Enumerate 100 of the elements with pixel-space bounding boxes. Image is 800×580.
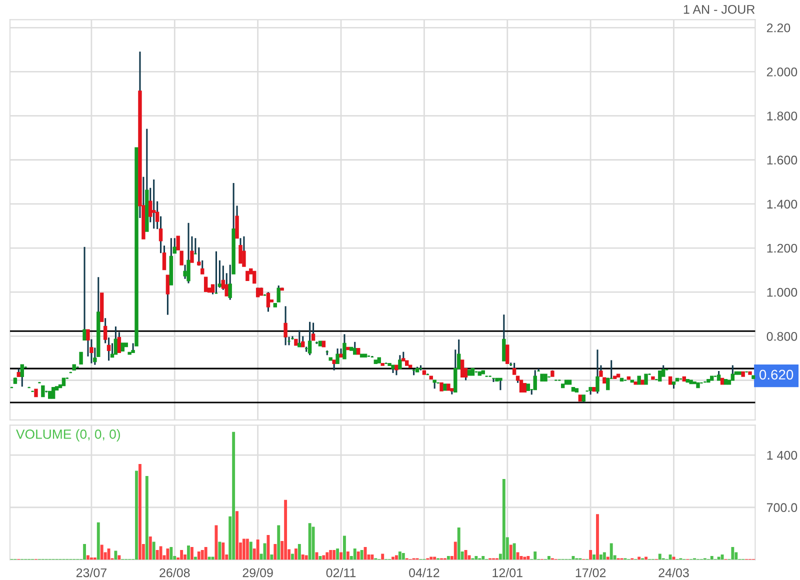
bar	[93, 557, 96, 560]
bar	[90, 557, 93, 560]
bar	[190, 546, 194, 560]
bar	[464, 550, 468, 560]
candlestick	[502, 314, 506, 362]
bar	[232, 432, 236, 560]
x-tick-label: 17/02	[576, 568, 606, 578]
bar	[606, 556, 610, 560]
bar	[731, 546, 734, 560]
bar	[291, 554, 294, 560]
bar	[86, 555, 90, 560]
y-tick-label: 700.0	[766, 503, 798, 512]
bar	[710, 556, 714, 560]
bar	[187, 545, 190, 560]
candlestick	[256, 286, 260, 298]
candlestick	[204, 276, 208, 292]
y-tick-label: 1.800	[767, 112, 798, 120]
bar	[145, 476, 148, 560]
bar	[599, 554, 602, 560]
candlestick	[276, 284, 280, 303]
candlestick	[498, 378, 502, 391]
candlestick	[460, 360, 464, 378]
bar	[433, 556, 436, 560]
bar	[156, 550, 159, 560]
bar	[197, 551, 200, 560]
bar	[392, 556, 394, 560]
x-tick-label: 23/07	[76, 568, 106, 578]
bar	[294, 548, 298, 560]
bar	[596, 514, 599, 560]
candlestick	[284, 305, 288, 346]
bar	[118, 555, 121, 560]
candlestick	[512, 362, 516, 376]
bar	[277, 525, 280, 560]
y-tick-label: 1.600	[767, 156, 798, 165]
candlestick	[200, 260, 204, 275]
candlestick	[596, 348, 600, 394]
bar	[353, 548, 356, 560]
candlestick	[308, 321, 312, 356]
bar	[152, 542, 156, 560]
candlestick	[716, 370, 721, 382]
candlestick	[20, 364, 24, 388]
x-tick-label: 29/09	[242, 568, 273, 578]
candlestick	[41, 385, 45, 398]
bar	[454, 542, 457, 560]
candlestick	[166, 274, 170, 316]
bar	[284, 500, 288, 560]
candlestick	[79, 352, 83, 364]
candlestick	[252, 270, 256, 284]
bar	[398, 551, 402, 560]
bar	[318, 556, 322, 560]
x-tick-label: 24/03	[658, 568, 689, 578]
bar	[340, 552, 342, 560]
bar	[482, 556, 485, 560]
bar	[180, 550, 184, 560]
candlestick	[82, 246, 86, 341]
y-tick-label: 0.800	[766, 332, 798, 341]
bar	[242, 538, 246, 560]
chart-title: VOLUME (0, 0, 0)	[16, 429, 120, 442]
candlestick	[402, 351, 406, 362]
candlestick	[266, 291, 270, 312]
bar	[184, 554, 187, 560]
y-tick-label: 1 400	[767, 450, 798, 460]
candlestick	[398, 354, 402, 370]
bar	[547, 556, 550, 560]
bar	[457, 528, 460, 560]
bar	[256, 540, 260, 560]
bar	[512, 543, 516, 560]
bar	[218, 542, 222, 560]
bar	[148, 536, 152, 560]
bar	[638, 556, 641, 560]
bar	[610, 543, 613, 560]
bar	[356, 551, 360, 560]
bar	[138, 464, 142, 560]
bar	[526, 556, 530, 560]
bar	[502, 478, 506, 560]
candlestick	[336, 348, 340, 364]
bar	[474, 556, 478, 560]
bar	[222, 542, 225, 560]
x-tick-label: 26/08	[160, 568, 190, 578]
bar	[200, 550, 204, 560]
bar	[343, 536, 346, 560]
bar	[394, 555, 398, 560]
bar	[446, 556, 450, 560]
bar	[668, 554, 672, 560]
bar	[246, 538, 249, 560]
bar	[322, 555, 326, 560]
text: 1 AN - JOUR	[684, 4, 755, 14]
bar	[266, 535, 270, 560]
bar	[346, 551, 350, 560]
candlestick	[519, 380, 524, 392]
candlestick	[332, 359, 336, 372]
y-tick-label: 2.20	[766, 23, 790, 32]
bar	[381, 554, 384, 560]
bar	[370, 554, 374, 560]
bar	[249, 542, 252, 560]
y-tick-label: 1.400	[767, 200, 798, 209]
bar	[592, 554, 596, 560]
bar	[332, 550, 336, 560]
bar	[534, 551, 537, 560]
candlestick	[644, 374, 648, 385]
